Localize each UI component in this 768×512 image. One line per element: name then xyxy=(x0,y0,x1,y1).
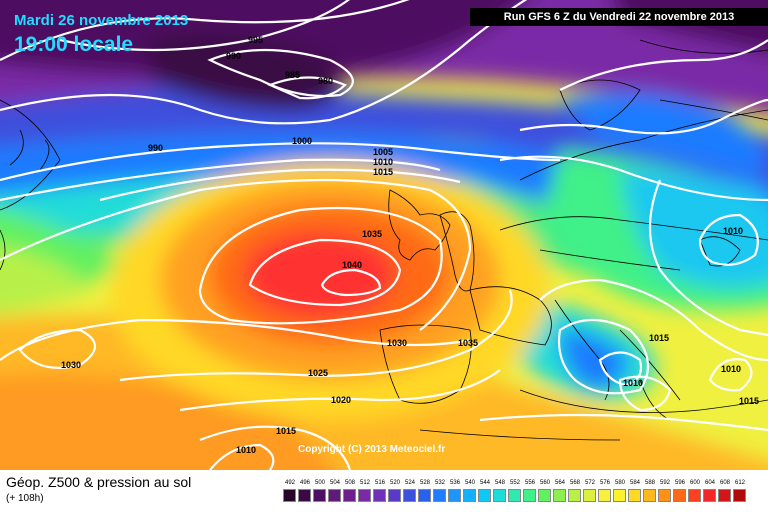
isobar-label: 990 xyxy=(148,143,163,153)
isobar-labels: 995 990 985 980 990 1000 1005 1010 1015 … xyxy=(61,35,759,455)
legend-swatch xyxy=(658,489,671,502)
forecast-date: Mardi 26 novembre 2013 xyxy=(14,12,189,29)
legend-swatch xyxy=(703,489,716,502)
isobar-label: 1005 xyxy=(373,147,393,157)
legend-swatch xyxy=(388,489,401,502)
isobar-label: 1015 xyxy=(373,167,393,177)
isobar-label: 1040 xyxy=(342,260,362,270)
legend-label: 580 xyxy=(614,480,625,486)
forecast-time: 19:00 locale xyxy=(14,33,134,56)
legend-swatch xyxy=(733,489,746,502)
legend-label: 596 xyxy=(674,480,685,486)
map-title: Géop. Z500 & pression au sol xyxy=(6,474,192,490)
legend-label: 604 xyxy=(704,480,715,486)
legend-label: 512 xyxy=(359,480,370,486)
legend-label: 552 xyxy=(509,480,520,486)
legend-label: 516 xyxy=(374,480,385,486)
legend-swatch xyxy=(568,489,581,502)
legend-swatch xyxy=(538,489,551,502)
legend-label: 564 xyxy=(554,480,565,486)
legend-swatch xyxy=(583,489,596,502)
legend-label: 500 xyxy=(314,480,325,486)
isobar-label: 1010 xyxy=(236,445,256,455)
legend-label: 560 xyxy=(539,480,550,486)
legend-swatch xyxy=(418,489,431,502)
legend-swatch xyxy=(613,489,626,502)
legend-swatch xyxy=(328,489,341,502)
legend-label: 492 xyxy=(284,480,295,486)
legend-label: 496 xyxy=(299,480,310,486)
legend-swatch xyxy=(373,489,386,502)
copyright-text: Copyright (C) 2013 Meteociel.fr xyxy=(298,444,446,455)
model-run-label: Run GFS 6 Z du Vendredi 22 novembre 2013 xyxy=(470,8,768,26)
legend-label: 592 xyxy=(659,480,670,486)
legend-swatch xyxy=(628,489,641,502)
legend-swatch xyxy=(688,489,701,502)
isobar-label: 985 xyxy=(285,70,300,80)
legend-swatch xyxy=(643,489,656,502)
isobar-label: 1015 xyxy=(276,426,296,436)
legend-swatch xyxy=(283,489,296,502)
isobar-label: 1010 xyxy=(373,157,393,167)
legend-swatch xyxy=(553,489,566,502)
isobar-label: 990 xyxy=(226,51,241,61)
legend-label: 540 xyxy=(464,480,475,486)
legend-label: 556 xyxy=(524,480,535,486)
isobar-label: 1010 xyxy=(623,378,643,388)
isobar-label: 1015 xyxy=(739,396,759,406)
isobar-label: 1035 xyxy=(362,229,382,239)
legend-swatch xyxy=(718,489,731,502)
legend-swatch xyxy=(448,489,461,502)
legend-label: 612 xyxy=(734,480,745,486)
land-borders xyxy=(0,39,768,441)
isobar-label: 980 xyxy=(318,76,333,86)
legend-swatch xyxy=(298,489,311,502)
isobar-label: 1000 xyxy=(292,136,312,146)
legend-label: 528 xyxy=(419,480,430,486)
legend-label: 600 xyxy=(689,480,700,486)
geopotential-map: 995 990 985 980 990 1000 1005 1010 1015 … xyxy=(0,0,768,470)
geopotential-field xyxy=(0,0,768,470)
legend-swatch xyxy=(523,489,536,502)
isobar-label: 1025 xyxy=(308,368,328,378)
legend-label: 588 xyxy=(644,480,655,486)
isobar-label: 1010 xyxy=(723,226,743,236)
isobar-label: 1015 xyxy=(649,333,669,343)
legend-swatch xyxy=(403,489,416,502)
legend-label: 608 xyxy=(719,480,730,486)
legend-label: 504 xyxy=(329,480,340,486)
legend-swatch xyxy=(493,489,506,502)
isobar-label: 995 xyxy=(248,35,263,45)
legend-label: 584 xyxy=(629,480,640,486)
legend-label: 568 xyxy=(569,480,580,486)
isobar-label: 1035 xyxy=(458,338,478,348)
legend-swatch xyxy=(673,489,686,502)
isobar-label: 1010 xyxy=(721,364,741,374)
legend-label: 548 xyxy=(494,480,505,486)
map-footer: Géop. Z500 & pression au sol (+ 108h) 49… xyxy=(0,470,768,512)
legend-label: 544 xyxy=(479,480,490,486)
legend-swatch xyxy=(463,489,476,502)
legend-swatch xyxy=(343,489,356,502)
isobar-label: 1030 xyxy=(61,360,81,370)
legend-label: 572 xyxy=(584,480,595,486)
isobar-label: 1020 xyxy=(331,395,351,405)
isobar-label: 1030 xyxy=(387,338,407,348)
legend-swatch xyxy=(358,489,371,502)
legend-swatch xyxy=(598,489,611,502)
legend-label: 520 xyxy=(389,480,400,486)
legend-swatch xyxy=(433,489,446,502)
legend-swatch xyxy=(478,489,491,502)
legend-label: 576 xyxy=(599,480,610,486)
legend-label: 532 xyxy=(434,480,445,486)
legend-swatch xyxy=(313,489,326,502)
forecast-lead-time: (+ 108h) xyxy=(6,493,44,504)
legend-label: 524 xyxy=(404,480,415,486)
legend-label: 508 xyxy=(344,480,355,486)
legend-label: 536 xyxy=(449,480,460,486)
legend-swatch xyxy=(508,489,521,502)
